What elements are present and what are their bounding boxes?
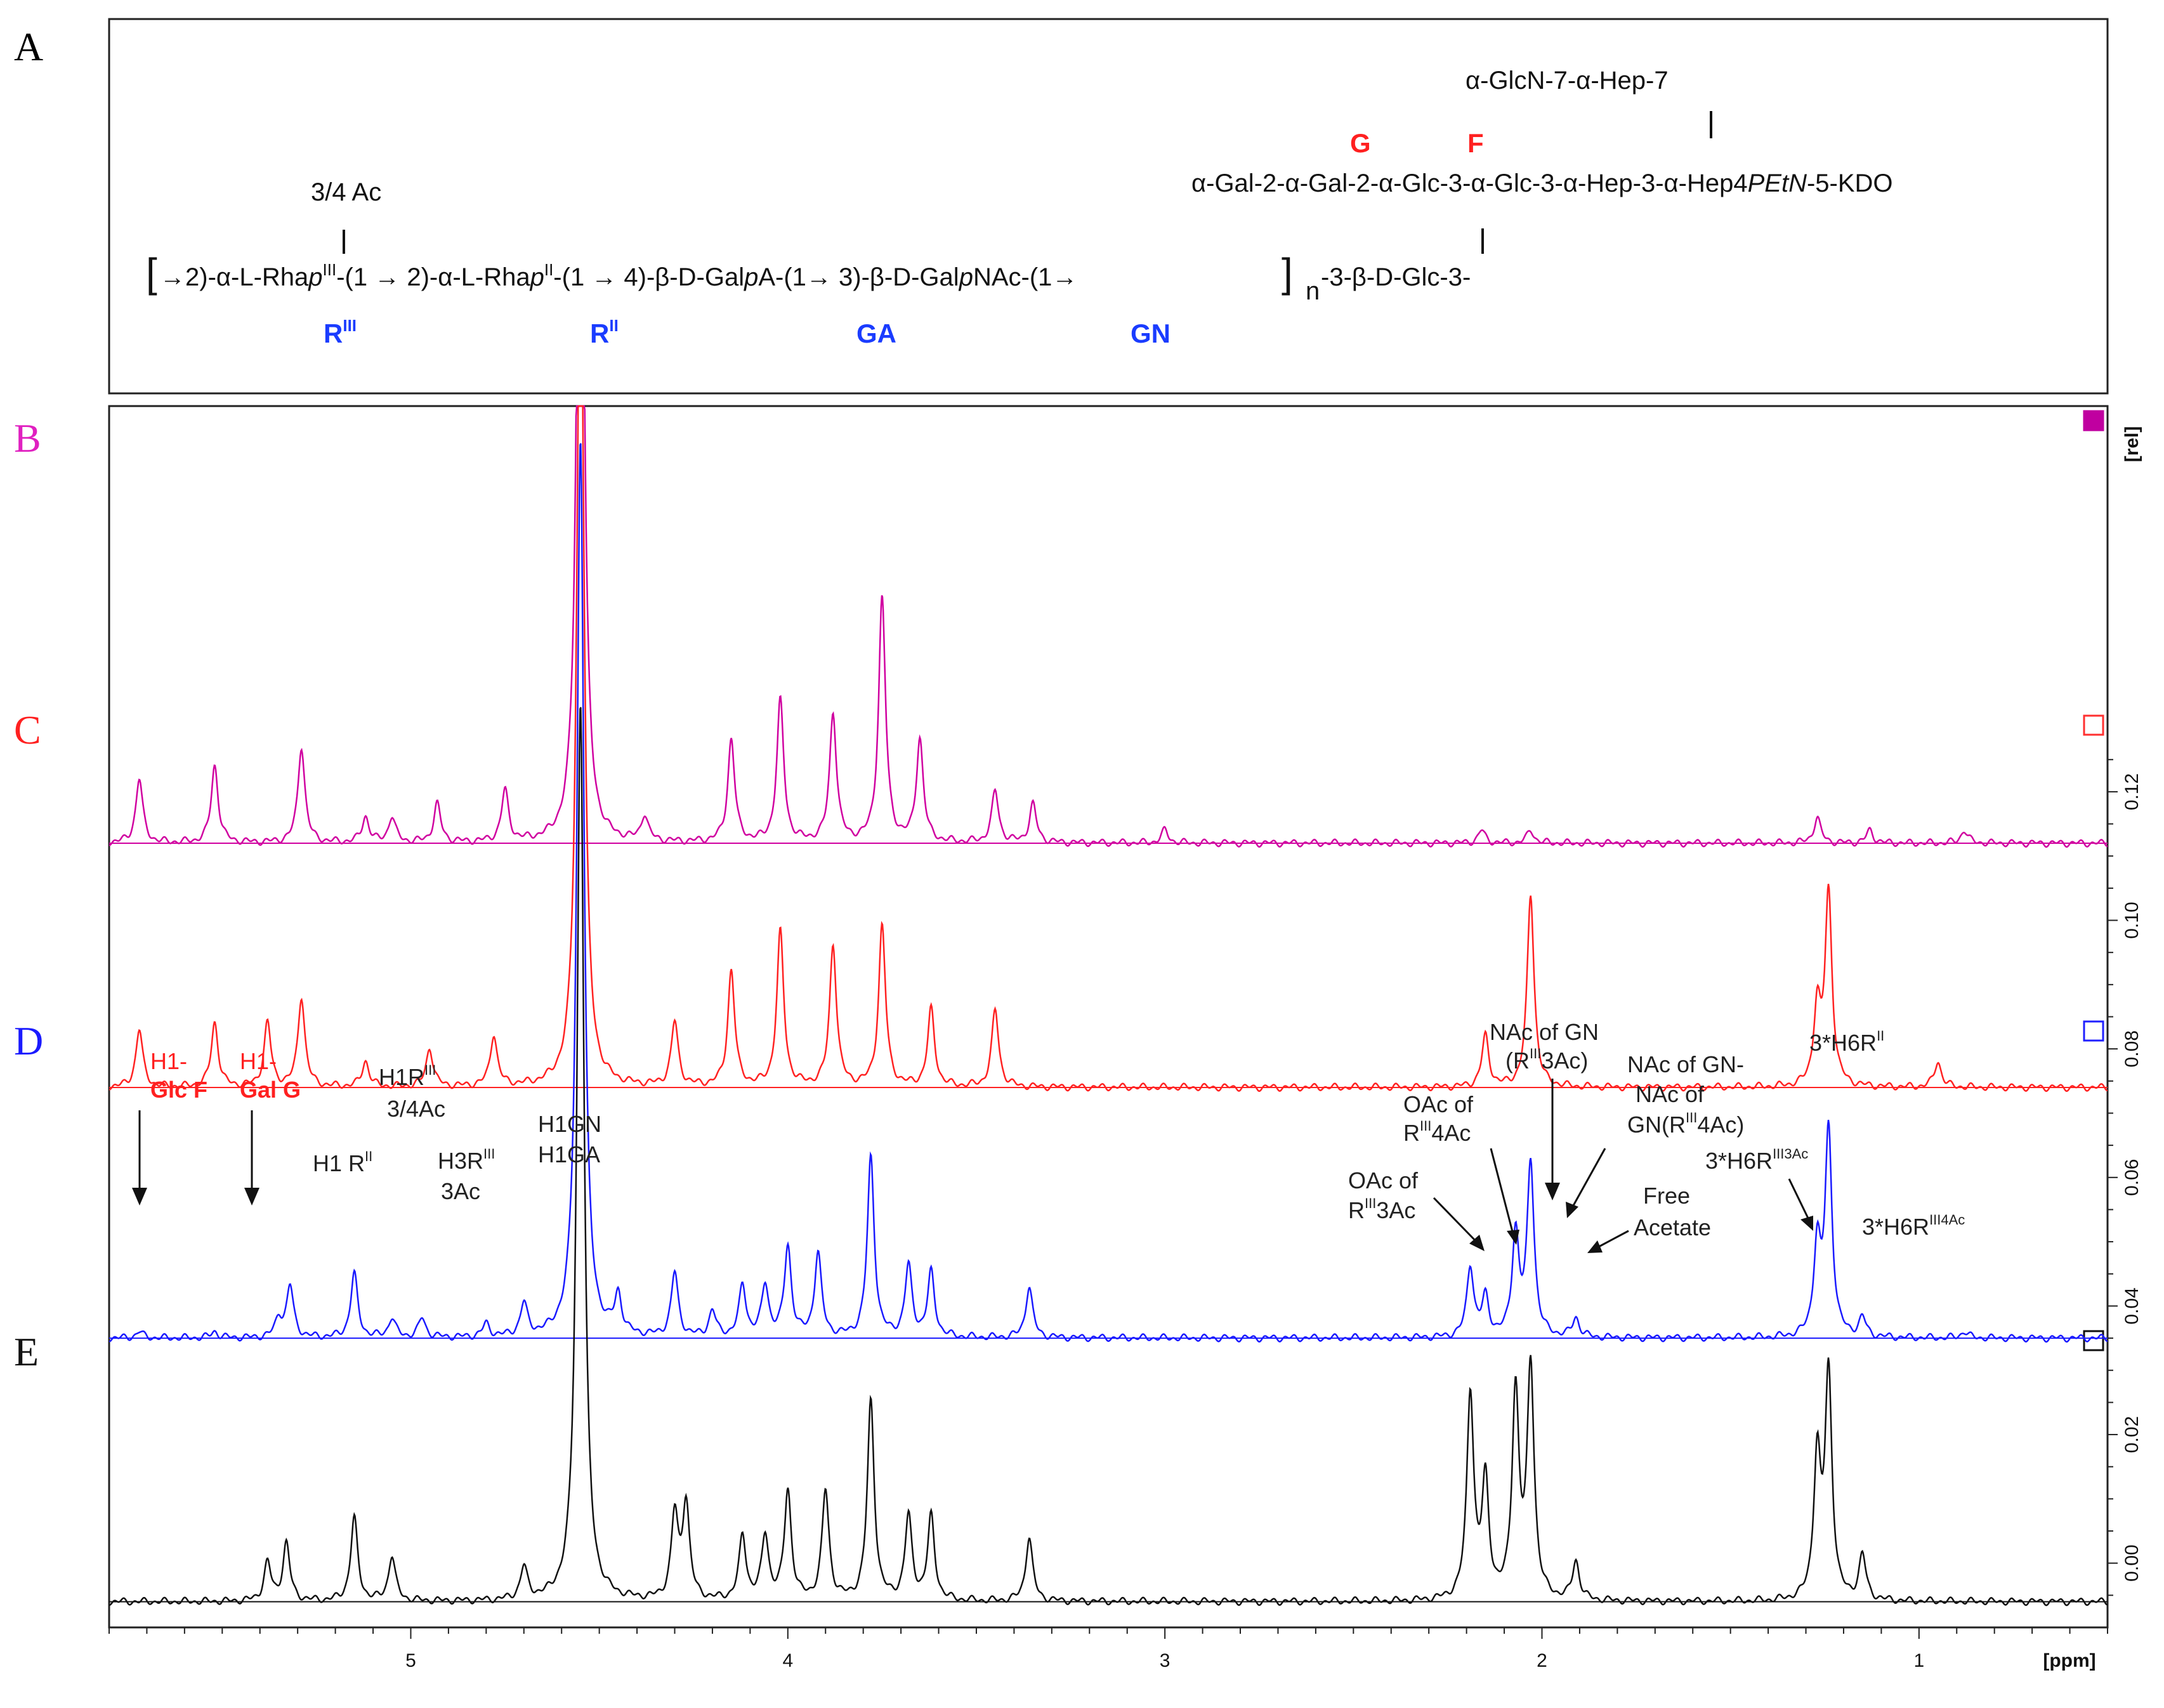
legend-marker-d: [2083, 1020, 2104, 1042]
y-tick-label: 0.08: [2121, 1030, 2142, 1067]
legend-marker-c: [2083, 714, 2104, 736]
residue-f-label: F: [1467, 128, 1484, 158]
repeat-open-bracket: [: [146, 250, 157, 296]
plot-frame: [108, 405, 2109, 1629]
x-axis-label: [ppm]: [2043, 1650, 2095, 1671]
structure-box: [108, 18, 2109, 395]
anno-free-2: Acetate: [1634, 1214, 1711, 1240]
panel-label-c: C: [14, 707, 41, 752]
anno-h1-glc-f-2: Glc F: [150, 1077, 207, 1103]
anno-h3-riii-1: H3RIII: [438, 1146, 495, 1174]
x-tick-label: 1: [1913, 1650, 1924, 1671]
anno-nac-gn4-3: GN(RIII4Ac): [1627, 1110, 1744, 1138]
arrow-nac-gn4: [1572, 1148, 1606, 1206]
anno-oac4-2: RIII4Ac: [1403, 1118, 1471, 1146]
anno-oac4-1: OAc of: [1403, 1091, 1474, 1117]
arrowhead-oac4: [1507, 1230, 1519, 1245]
y-tick-label: 0.04: [2121, 1287, 2142, 1324]
panel-label-b: B: [14, 416, 41, 461]
anno-h6-4ac: 3*H6RIII4Ac: [1862, 1212, 1965, 1240]
anno-oac3-2: RIII3Ac: [1348, 1195, 1415, 1223]
y-tick-label: 0.06: [2121, 1159, 2142, 1196]
spectra-group: [108, 405, 2108, 1606]
arrowhead-free: [1587, 1240, 1603, 1253]
y-tick-label: 0.12: [2121, 773, 2142, 810]
arrowhead-glc-f: [132, 1188, 147, 1205]
legend-marker-e: [2083, 1330, 2104, 1351]
x-tick-label: 3: [1160, 1650, 1171, 1671]
arrowhead-nac-gn4: [1566, 1202, 1578, 1218]
anno-nac-gn4-2: NAc of: [1636, 1081, 1705, 1107]
y-tick-label: 0.00: [2121, 1544, 2142, 1581]
residue-gn-label: GN: [1131, 319, 1171, 348]
panel-label-e: E: [14, 1329, 39, 1374]
y-axis: 0.00 0.02 0.04 0.06 0.08 0.10 0.12 [rel]: [2108, 426, 2142, 1596]
repeat-unit: →2)-α-L-RhapIII-(1 → 2)-α-L-RhapII-(1 → …: [160, 260, 1077, 291]
arrowhead-oac3: [1469, 1235, 1485, 1251]
residue-rii-label: RII: [590, 316, 619, 348]
x-tick-label: 2: [1537, 1650, 1547, 1671]
arrow-h6-3ac: [1788, 1178, 1809, 1219]
spectrum-trace-b: [108, 405, 2108, 848]
repeat-close-bracket: ]: [1282, 250, 1293, 296]
anno-free-1: Free: [1643, 1183, 1690, 1209]
anno-h1-riii-1: H1RIII: [379, 1062, 436, 1090]
legend-marker-b: [2083, 410, 2104, 431]
anno-h1-gal-g-1: H1-: [240, 1048, 277, 1074]
arrow-oac4: [1490, 1148, 1514, 1235]
core-oligosaccharide: α-Gal-2-α-Gal-2-α-Glc-3-α-Glc-3-α-Hep-3-…: [1191, 169, 1893, 197]
side-chain-label: α-GlcN-7-α-Hep-7: [1466, 67, 1669, 95]
anno-h6-3ac: 3*H6RIII3Ac: [1705, 1146, 1808, 1174]
residue-g-label: G: [1350, 128, 1371, 158]
y-tick-label: 0.02: [2121, 1416, 2142, 1453]
x-tick-label: 4: [782, 1650, 793, 1671]
anno-h1-riii-2: 3/4Ac: [387, 1096, 445, 1122]
spectrum-trace-e: [109, 707, 2108, 1606]
x-axis: 5 4 3 2 1 [ppm]: [108, 1627, 2108, 1671]
arrowhead-nac-gn: [1545, 1183, 1560, 1200]
repeat-linker: -3-β-D-Glc-3-: [1321, 263, 1471, 291]
residue-ga-label: GA: [856, 319, 896, 348]
anno-nac-gn-1: NAc of GN: [1490, 1019, 1599, 1045]
x-tick-label: 5: [405, 1650, 416, 1671]
anno-h1gn: H1GN: [538, 1111, 601, 1137]
y-axis-label: [rel]: [2121, 426, 2142, 463]
anno-h1-rii: H1 RII: [313, 1148, 372, 1176]
spectrum-trace-d: [108, 443, 2108, 1343]
arrow-free: [1598, 1230, 1629, 1248]
arrow-oac3: [1433, 1197, 1479, 1245]
anno-h1-glc-f-1: H1-: [150, 1048, 187, 1074]
y-tick-label: 0.10: [2121, 902, 2142, 938]
spectrum-trace-c: [108, 405, 2108, 1093]
anno-h1-gal-g-2: Gal G: [240, 1077, 301, 1103]
arrowhead-gal-g: [244, 1188, 259, 1205]
panel-label-d: D: [14, 1018, 43, 1063]
anno-h1ga: H1GA: [538, 1141, 600, 1167]
acetyl-label: 3/4 Ac: [311, 178, 381, 206]
annotations: H1- Glc F H1- Gal G H1 RII H1RIII 3/4Ac …: [132, 1019, 1965, 1253]
anno-oac3-1: OAc of: [1348, 1167, 1419, 1193]
arrowhead-h6-3ac: [1800, 1216, 1813, 1231]
anno-h6-rii: 3*H6RII: [1809, 1028, 1884, 1056]
anno-nac-gn4-1: NAc of GN-: [1627, 1051, 1744, 1077]
panel-label-a: A: [14, 24, 43, 69]
repeat-n: n: [1306, 277, 1320, 305]
anno-nac-gn-2: (RIII3Ac): [1505, 1046, 1588, 1074]
anno-h3-riii-2: 3Ac: [441, 1178, 480, 1204]
residue-riii-label: RIII: [324, 316, 357, 348]
